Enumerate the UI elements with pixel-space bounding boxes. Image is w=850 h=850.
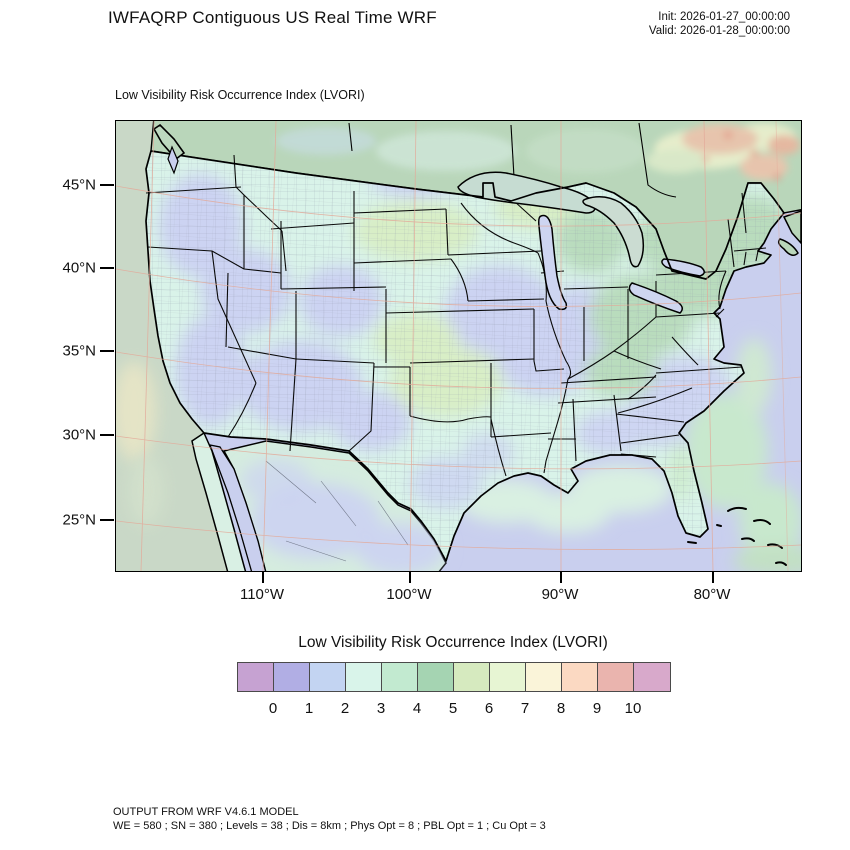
footer-line1: OUTPUT FROM WRF V4.6.1 MODEL — [113, 806, 299, 818]
colorbar-cell — [454, 663, 490, 691]
lon-tick-label: 100°W — [386, 586, 432, 603]
colorbar-tick-label: 4 — [412, 700, 422, 717]
lat-tick-mark — [100, 434, 114, 436]
colorbar-cell — [346, 663, 382, 691]
map-canvas — [112, 116, 823, 577]
lat-tick-mark — [100, 184, 114, 186]
state-boundaries — [145, 154, 767, 477]
init-time: Init: 2026-01-27_00:00:00 — [658, 11, 790, 23]
run-info: Init: 2026-01-27_00:00:00 Valid: 2026-01… — [649, 10, 790, 38]
bahamas-islands — [687, 506, 787, 566]
colorbar-tick-label: 5 — [448, 700, 458, 717]
lon-tick-mark — [262, 571, 264, 583]
lat-tick-label: 35°N — [62, 342, 96, 360]
colorbar-cell — [490, 663, 526, 691]
colorbar-cell — [310, 663, 346, 691]
map-frame — [112, 116, 823, 577]
colorbar-cell — [382, 663, 418, 691]
colorbar-cell — [418, 663, 454, 691]
lat-tick-mark — [100, 267, 114, 269]
lon-tick-label: 80°W — [693, 586, 731, 603]
lat-tick-label: 30°N — [62, 426, 96, 444]
lat-tick-mark — [100, 519, 114, 521]
colorbar-tick-label: 8 — [556, 700, 566, 717]
colorbar-tick-label: 6 — [484, 700, 494, 717]
lon-tick-mark — [409, 571, 411, 583]
page-title: IWFAQRP Contiguous US Real Time WRF — [108, 8, 437, 27]
us-outline — [145, 150, 785, 562]
lat-tick-label: 45°N — [62, 176, 96, 194]
legend-colorbar — [237, 662, 671, 692]
colorbar-cell — [598, 663, 634, 691]
lon-tick-label: 90°W — [541, 586, 579, 603]
lon-tick-label: 110°W — [239, 586, 285, 603]
lon-tick-mark — [560, 571, 562, 583]
footer-line2: WE = 580 ; SN = 380 ; Levels = 38 ; Dis … — [113, 820, 546, 832]
graticule — [115, 120, 802, 572]
colorbar-tick-label: 1 — [304, 700, 314, 717]
map-subtitle: Low Visibility Risk Occurrence Index (LV… — [115, 88, 365, 102]
lat-tick-label: 25°N — [62, 511, 96, 529]
lat-tick-mark — [100, 350, 114, 352]
puget-sound — [167, 145, 179, 175]
colorbar-cell — [238, 663, 274, 691]
legend-title: Low Visibility Risk Occurrence Index (LV… — [298, 634, 608, 651]
colorbar-cell — [562, 663, 598, 691]
colorbar-tick-label: 0 — [268, 700, 278, 717]
valid-time: Valid: 2026-01-28_00:00:00 — [648, 25, 790, 37]
colorbar-cell — [526, 663, 562, 691]
lat-tick-label: 40°N — [62, 259, 96, 277]
colorbar-tick-label: 10 — [624, 700, 642, 717]
colorbar-tick-label: 2 — [340, 700, 350, 717]
colorbar-tick-label: 9 — [592, 700, 602, 717]
colorbar-tick-label: 3 — [376, 700, 386, 717]
colorbar-cell — [274, 663, 310, 691]
colorbar-cell — [634, 663, 670, 691]
lon-tick-mark — [712, 571, 714, 583]
colorbar-tick-label: 7 — [520, 700, 530, 717]
